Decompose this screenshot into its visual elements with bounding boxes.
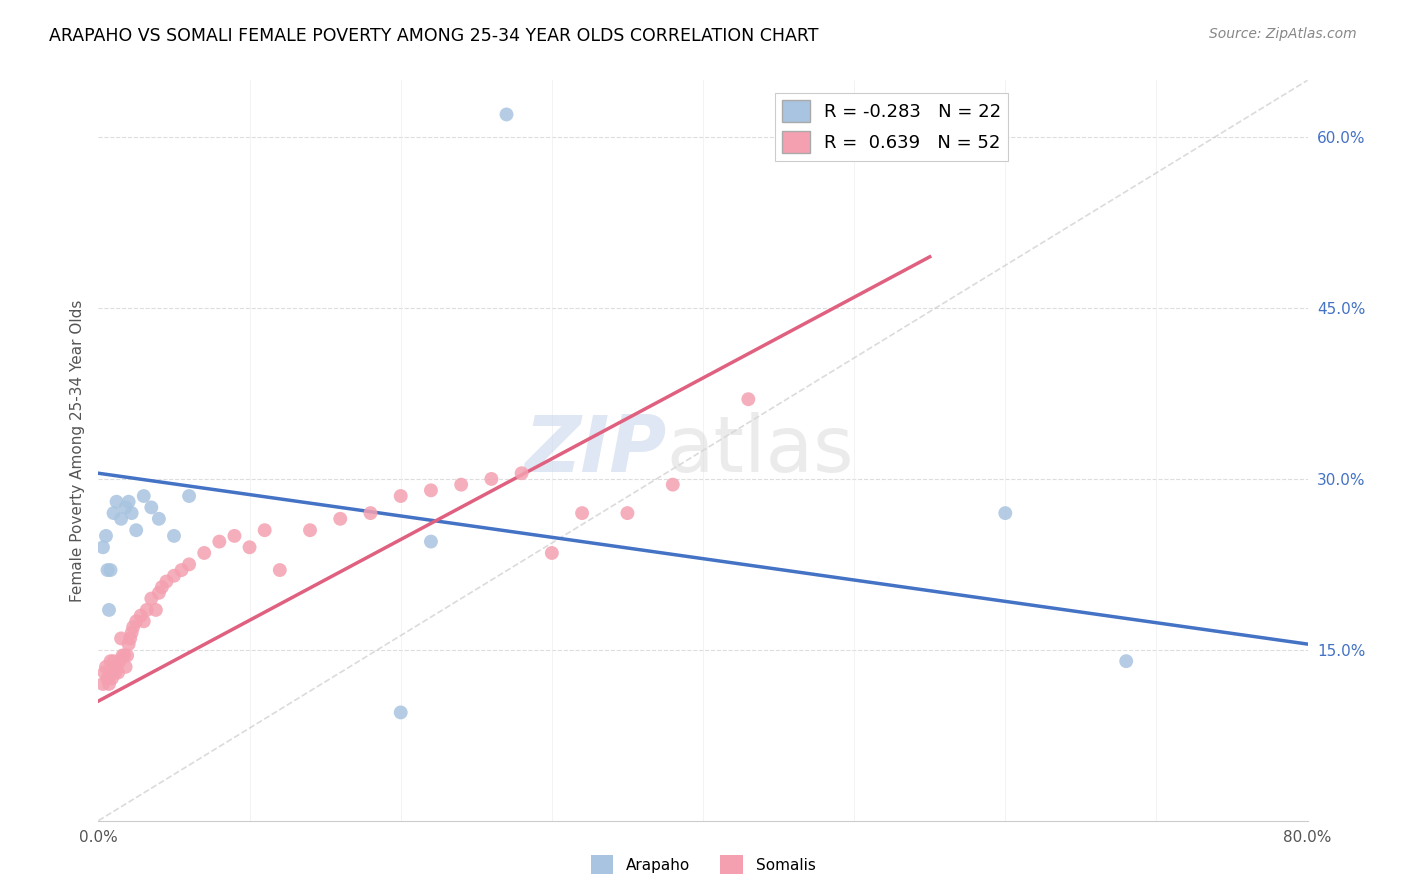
- Point: [179, 558, 201, 572]
- Point: [737, 392, 759, 407]
- Point: [208, 534, 231, 549]
- Point: [104, 665, 127, 680]
- Point: [91, 541, 114, 555]
- Text: ARAPAHO VS SOMALI FEMALE POVERTY AMONG 25-34 YEAR OLDS CORRELATION CHART: ARAPAHO VS SOMALI FEMALE POVERTY AMONG 2…: [49, 27, 818, 45]
- Point: [163, 568, 186, 582]
- Point: [193, 546, 215, 560]
- Point: [141, 591, 163, 606]
- Point: [389, 489, 412, 503]
- Point: [253, 523, 276, 537]
- Point: [179, 489, 201, 503]
- Point: [110, 632, 132, 646]
- Point: [540, 546, 562, 560]
- Point: [571, 506, 593, 520]
- Point: [132, 489, 155, 503]
- Point: [135, 603, 157, 617]
- Point: [360, 506, 382, 520]
- Point: [170, 563, 193, 577]
- Legend: Arapaho, Somalis: Arapaho, Somalis: [585, 849, 821, 880]
- Point: [111, 648, 134, 663]
- Point: [495, 107, 517, 121]
- Point: [141, 500, 163, 515]
- Point: [96, 671, 118, 685]
- Point: [121, 625, 143, 640]
- Point: [129, 608, 152, 623]
- Point: [114, 660, 136, 674]
- Point: [103, 654, 125, 668]
- Point: [114, 500, 136, 515]
- Point: [510, 467, 533, 481]
- Point: [329, 512, 352, 526]
- Point: [148, 512, 170, 526]
- Point: [125, 523, 148, 537]
- Point: [132, 615, 155, 629]
- Point: [389, 706, 412, 720]
- Point: [420, 483, 443, 498]
- Point: [112, 648, 135, 663]
- Point: [115, 648, 138, 663]
- Point: [122, 620, 145, 634]
- Point: [299, 523, 322, 537]
- Point: [105, 660, 128, 674]
- Point: [100, 654, 122, 668]
- Y-axis label: Female Poverty Among 25-34 Year Olds: Female Poverty Among 25-34 Year Olds: [69, 300, 84, 601]
- Point: [994, 506, 1017, 520]
- Point: [108, 654, 131, 668]
- Text: atlas: atlas: [666, 412, 855, 489]
- Point: [269, 563, 291, 577]
- Text: ZIP: ZIP: [524, 412, 666, 489]
- Point: [148, 586, 170, 600]
- Point: [94, 660, 117, 674]
- Point: [118, 494, 141, 508]
- Point: [98, 677, 121, 691]
- Point: [105, 494, 128, 508]
- Point: [107, 665, 129, 680]
- Point: [120, 632, 142, 646]
- Point: [100, 563, 122, 577]
- Point: [420, 534, 443, 549]
- Point: [93, 665, 115, 680]
- Point: [118, 637, 141, 651]
- Point: [239, 541, 262, 555]
- Point: [155, 574, 177, 589]
- Point: [125, 615, 148, 629]
- Point: [103, 506, 125, 520]
- Text: Source: ZipAtlas.com: Source: ZipAtlas.com: [1209, 27, 1357, 41]
- Point: [661, 477, 683, 491]
- Point: [1115, 654, 1137, 668]
- Point: [481, 472, 503, 486]
- Point: [94, 529, 117, 543]
- Point: [91, 677, 114, 691]
- Point: [163, 529, 186, 543]
- Point: [145, 603, 167, 617]
- Point: [150, 580, 173, 594]
- Point: [98, 603, 121, 617]
- Point: [110, 512, 132, 526]
- Point: [616, 506, 638, 520]
- Point: [96, 563, 118, 577]
- Legend: R = -0.283   N = 22, R =  0.639   N = 52: R = -0.283 N = 22, R = 0.639 N = 52: [775, 93, 1008, 161]
- Point: [450, 477, 472, 491]
- Point: [224, 529, 246, 543]
- Point: [121, 506, 143, 520]
- Point: [101, 671, 124, 685]
